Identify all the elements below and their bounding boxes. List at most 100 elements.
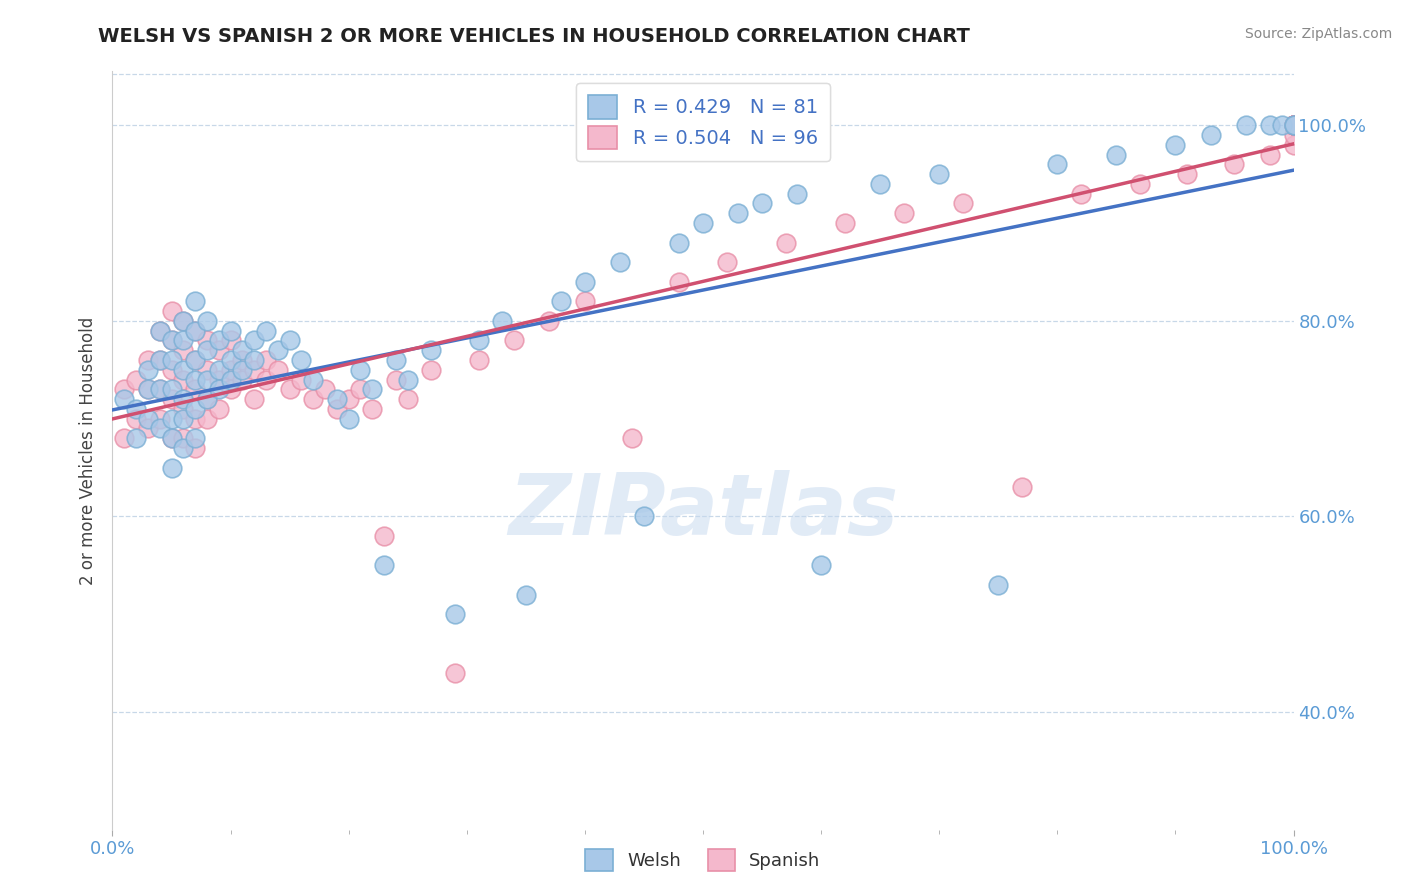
Point <box>1282 118 1305 132</box>
Point <box>219 353 242 368</box>
Text: Source: ZipAtlas.com: Source: ZipAtlas.com <box>1244 27 1392 41</box>
Point <box>1282 118 1305 132</box>
Point <box>160 431 183 445</box>
Point <box>231 353 253 368</box>
Point <box>1282 118 1305 132</box>
Point <box>243 334 266 348</box>
Point <box>1234 118 1257 132</box>
Point <box>621 431 644 445</box>
Point <box>184 353 207 368</box>
Point <box>1282 118 1305 132</box>
Point <box>1271 118 1294 132</box>
Text: ZIPatlas: ZIPatlas <box>508 469 898 553</box>
Point <box>1129 177 1152 191</box>
Point <box>444 666 467 681</box>
Point <box>1282 118 1305 132</box>
Point <box>136 363 159 377</box>
Point <box>184 353 207 368</box>
Point <box>112 382 135 396</box>
Point <box>1105 147 1128 161</box>
Point <box>112 392 135 406</box>
Point <box>184 431 207 445</box>
Point <box>243 392 266 406</box>
Point <box>172 392 194 406</box>
Point <box>1175 167 1198 181</box>
Point <box>491 314 513 328</box>
Point <box>1282 137 1305 152</box>
Point <box>160 363 183 377</box>
Point <box>1282 118 1305 132</box>
Point <box>1282 118 1305 132</box>
Point <box>172 343 194 358</box>
Point <box>149 324 172 338</box>
Point <box>172 431 194 445</box>
Point <box>633 509 655 524</box>
Point <box>385 372 408 386</box>
Point <box>136 382 159 396</box>
Point <box>195 372 218 386</box>
Point <box>195 411 218 425</box>
Point <box>869 177 891 191</box>
Point <box>160 460 183 475</box>
Point <box>1258 147 1281 161</box>
Point <box>112 431 135 445</box>
Point <box>1199 128 1222 142</box>
Point <box>219 363 242 377</box>
Point <box>716 255 738 269</box>
Point <box>668 235 690 250</box>
Point <box>385 353 408 368</box>
Point <box>467 334 489 348</box>
Point <box>1282 118 1305 132</box>
Point <box>195 392 218 406</box>
Point <box>1282 128 1305 142</box>
Point <box>136 411 159 425</box>
Point <box>1282 118 1305 132</box>
Point <box>160 411 183 425</box>
Point <box>219 334 242 348</box>
Point <box>1282 118 1305 132</box>
Point <box>208 334 231 348</box>
Point <box>208 363 231 377</box>
Point <box>219 382 242 396</box>
Point <box>1282 118 1305 132</box>
Point <box>396 392 419 406</box>
Point <box>160 392 183 406</box>
Point <box>278 334 301 348</box>
Point <box>231 372 253 386</box>
Point <box>326 401 349 416</box>
Point <box>172 363 194 377</box>
Point <box>692 216 714 230</box>
Y-axis label: 2 or more Vehicles in Household: 2 or more Vehicles in Household <box>79 317 97 584</box>
Point <box>125 431 148 445</box>
Point <box>928 167 950 181</box>
Point <box>160 431 183 445</box>
Point <box>208 401 231 416</box>
Point <box>337 392 360 406</box>
Point <box>195 363 218 377</box>
Point <box>267 343 290 358</box>
Legend: Welsh, Spanish: Welsh, Spanish <box>578 842 828 879</box>
Point <box>952 196 974 211</box>
Point <box>1282 118 1305 132</box>
Point <box>1282 118 1305 132</box>
Point <box>254 372 277 386</box>
Point <box>1282 118 1305 132</box>
Point <box>349 363 371 377</box>
Point <box>184 372 207 386</box>
Point <box>267 363 290 377</box>
Point <box>1282 118 1305 132</box>
Point <box>1258 118 1281 132</box>
Point <box>172 334 194 348</box>
Point <box>396 372 419 386</box>
Point <box>1282 118 1305 132</box>
Point <box>1223 157 1246 171</box>
Point <box>172 372 194 386</box>
Point <box>361 382 384 396</box>
Point <box>810 558 832 573</box>
Point <box>1282 118 1305 132</box>
Point <box>184 324 207 338</box>
Point <box>444 607 467 622</box>
Point <box>172 411 194 425</box>
Legend: R = 0.429   N = 81, R = 0.504   N = 96: R = 0.429 N = 81, R = 0.504 N = 96 <box>576 83 830 161</box>
Point <box>195 392 218 406</box>
